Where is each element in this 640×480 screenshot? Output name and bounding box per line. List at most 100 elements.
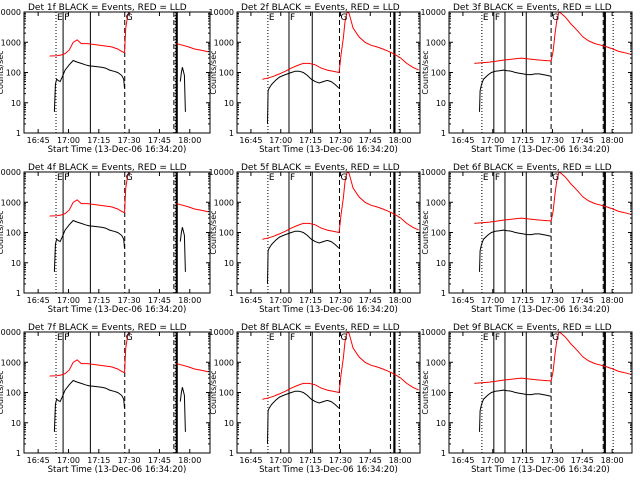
y-tick-label: 1 — [441, 449, 446, 458]
x-tick-label: 16:45 — [451, 456, 474, 465]
x-axis-label: Start Time (13-Dec-06 16:34:20) — [471, 145, 610, 155]
attenuator-letter: F — [290, 173, 295, 183]
x-tick-label: 18:00 — [601, 296, 624, 305]
attenuator-letter: E — [57, 13, 63, 23]
y-tick-label: 10 — [11, 99, 21, 108]
lld-series-line — [262, 332, 419, 400]
x-tick-label: 17:15 — [299, 136, 322, 145]
y-tick-label: 100 — [431, 69, 446, 78]
plot-title: Det 6f BLACK = Events, RED = LLD — [453, 163, 612, 173]
x-tick-label: 17:15 — [511, 456, 534, 465]
x-tick-label: 16:45 — [451, 296, 474, 305]
y-tick-label: 1000 — [214, 198, 234, 207]
y-tick-label: 10 — [11, 419, 21, 428]
x-tick-label: 16:45 — [27, 296, 50, 305]
y-tick-label: 10 — [436, 259, 446, 268]
plot-title: Det 7f BLACK = Events, RED = LLD — [28, 323, 187, 333]
x-tick-label: 17:45 — [571, 456, 594, 465]
y-tick-label: 10000 — [0, 168, 21, 177]
attenuator-letter: E — [483, 333, 489, 343]
y-tick-label: 1 — [229, 289, 234, 298]
y-tick-label: 10000 — [421, 168, 446, 177]
x-tick-label: 16:45 — [239, 456, 262, 465]
y-tick-label: 1000 — [1, 38, 21, 47]
series-group — [474, 172, 631, 272]
events-series-line — [179, 67, 186, 112]
lld-series-line — [474, 12, 631, 64]
y-tick-label: 100 — [219, 389, 234, 398]
attenuator-markers — [267, 172, 400, 293]
y-tick-label: 10 — [436, 419, 446, 428]
lld-series-line — [176, 363, 209, 373]
series-group — [474, 12, 631, 112]
attenuator-letter: F — [290, 13, 295, 23]
y-tick-label: 1 — [16, 289, 21, 298]
attenuator-markers — [481, 332, 614, 453]
x-tick-label: 18:00 — [178, 136, 201, 145]
lld-series-line — [49, 332, 130, 377]
x-tick-label: 18:00 — [389, 136, 412, 145]
x-tick-label: 17:45 — [359, 136, 382, 145]
y-axis-label: Counts/sec — [209, 50, 218, 94]
x-tick-label: 16:45 — [239, 296, 262, 305]
x-tick-label: 17:00 — [269, 136, 292, 145]
x-tick-label: 18:00 — [389, 296, 412, 305]
x-tick-label: 16:45 — [451, 136, 474, 145]
y-tick-label: 1 — [441, 129, 446, 138]
y-tick-label: 1000 — [426, 358, 446, 367]
x-tick-label: 17:45 — [359, 456, 382, 465]
y-axis-label: Counts/sec — [421, 370, 430, 414]
x-tick-label: 17:15 — [87, 136, 110, 145]
x-tick-label: 17:15 — [87, 296, 110, 305]
attenuator-letter: F — [64, 333, 69, 343]
y-tick-label: 100 — [6, 69, 21, 78]
attenuator-letter: F — [495, 333, 500, 343]
x-tick-label: 17:30 — [118, 136, 141, 145]
attenuator-markers — [55, 332, 178, 453]
x-tick-label: 17:00 — [57, 296, 80, 305]
events-series-line — [267, 390, 340, 444]
series-group — [49, 332, 209, 432]
events-series-line — [53, 59, 125, 112]
y-tick-label: 100 — [219, 69, 234, 78]
events-series-line — [479, 69, 552, 112]
y-axis-label: Counts/sec — [0, 50, 5, 94]
y-tick-label: 1 — [16, 449, 21, 458]
y-axis-label: Counts/sec — [209, 210, 218, 254]
y-tick-label: 10000 — [209, 168, 234, 177]
attenuator-letter: E — [483, 173, 489, 183]
attenuator-letter: F — [495, 173, 500, 183]
lld-series-line — [262, 12, 419, 80]
x-axis-label: Start Time (13-Dec-06 16:34:20) — [48, 145, 187, 155]
plot-title: Det 4f BLACK = Events, RED = LLD — [28, 163, 187, 173]
y-tick-label: 1 — [229, 449, 234, 458]
y-tick-label: 10000 — [209, 8, 234, 17]
y-axis-label: Counts/sec — [209, 370, 218, 414]
x-tick-label: 17:45 — [571, 296, 594, 305]
y-tick-label: 1000 — [426, 38, 446, 47]
attenuator-letter: E — [57, 333, 63, 343]
y-tick-label: 1 — [229, 129, 234, 138]
events-series-line — [53, 379, 125, 432]
y-tick-label: 10 — [224, 259, 234, 268]
x-tick-label: 17:45 — [148, 136, 171, 145]
plot-frame — [236, 171, 421, 294]
y-tick-label: 10000 — [209, 328, 234, 337]
x-tick-label: 16:45 — [239, 136, 262, 145]
attenuator-letter: F — [64, 173, 69, 183]
lld-series-line — [176, 43, 209, 53]
x-tick-label: 18:00 — [601, 136, 624, 145]
attenuator-markers — [481, 12, 614, 133]
y-tick-label: 10 — [11, 259, 21, 268]
x-axis-label: Start Time (13-Dec-06 16:34:20) — [259, 465, 398, 475]
y-tick-label: 10 — [224, 419, 234, 428]
events-series-line — [179, 387, 186, 432]
y-tick-label: 10000 — [421, 8, 446, 17]
events-series-line — [479, 229, 552, 272]
plot-title: Det 3f BLACK = Events, RED = LLD — [453, 3, 612, 13]
x-tick-label: 16:45 — [27, 456, 50, 465]
attenuator-letter: F — [290, 333, 295, 343]
